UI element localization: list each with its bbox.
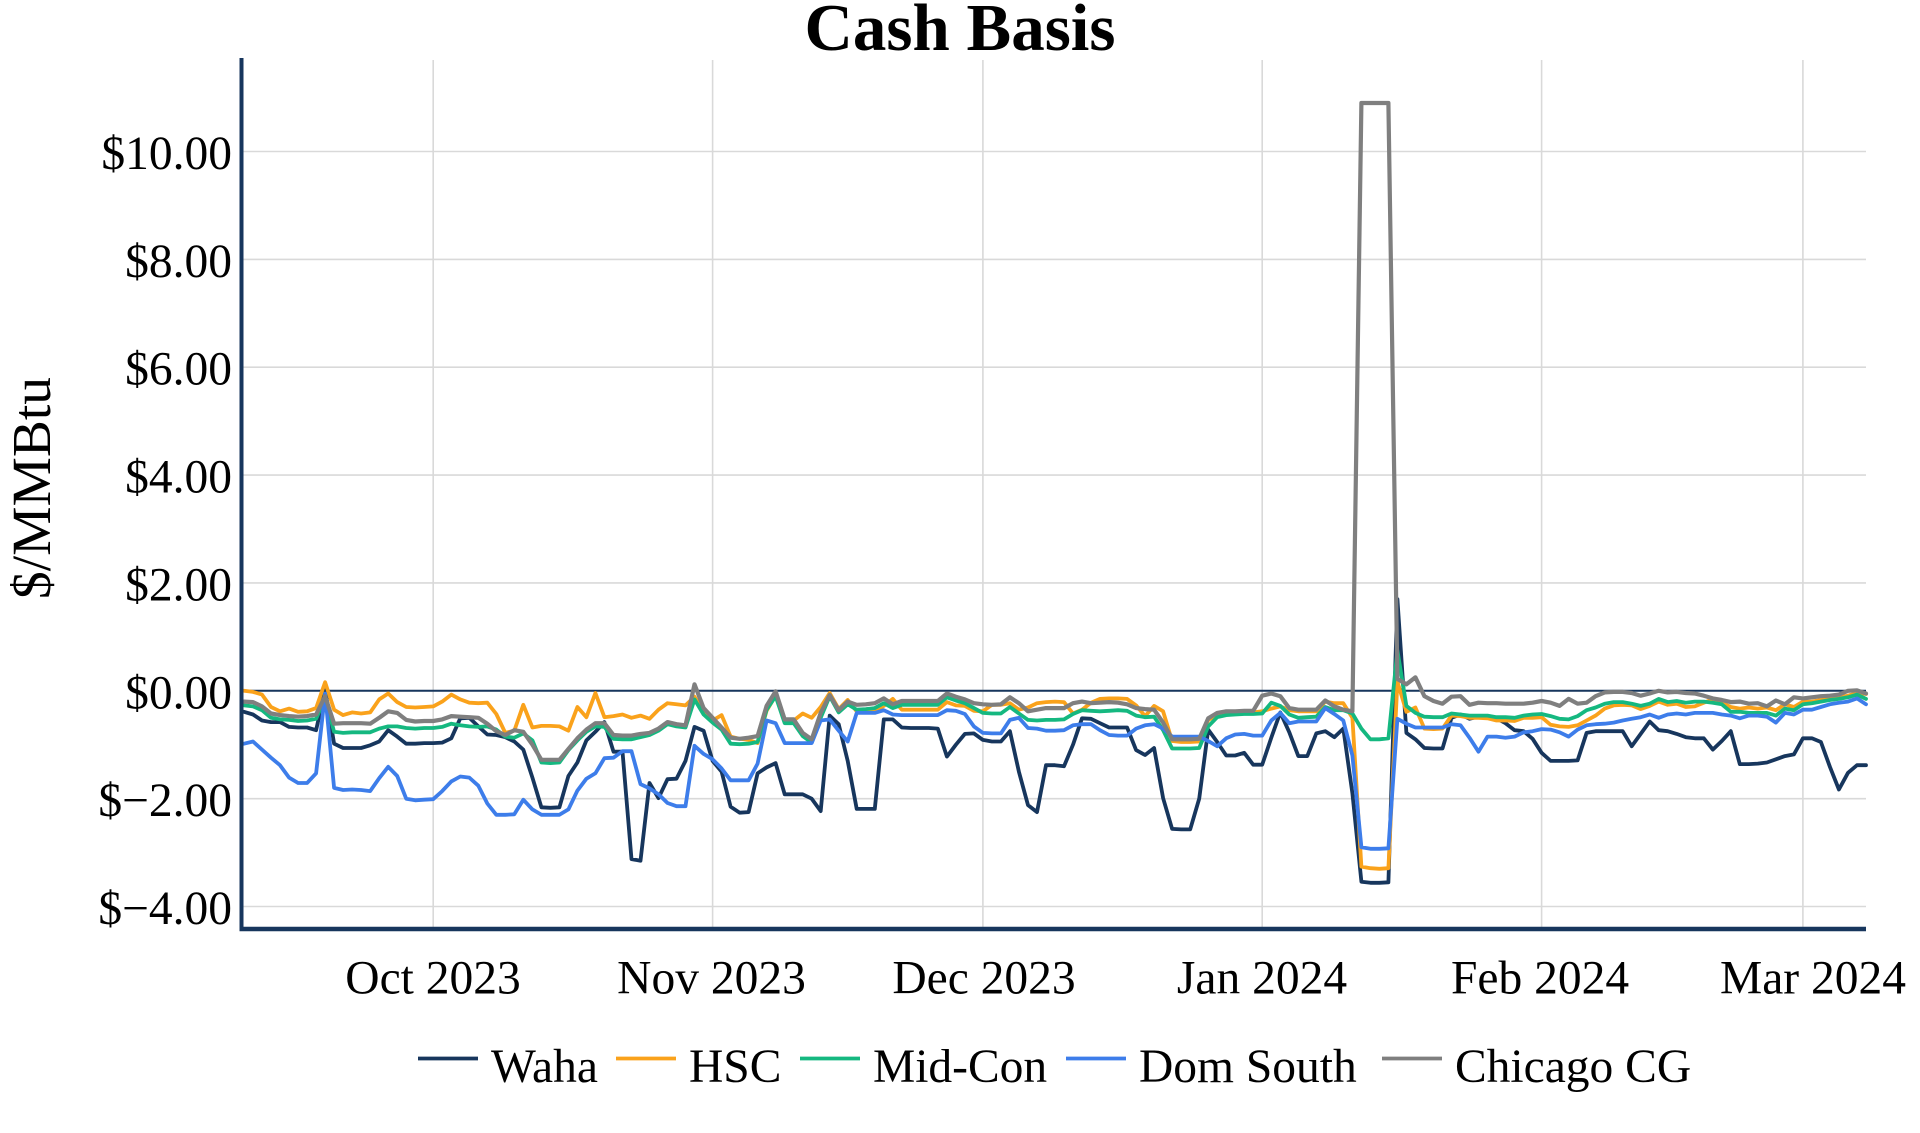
- svg-text:HSC: HSC: [689, 1041, 781, 1093]
- svg-text:Nov 2023: Nov 2023: [617, 953, 806, 1005]
- svg-text:Jan 2024: Jan 2024: [1177, 953, 1347, 1005]
- svg-text:Cash Basis: Cash Basis: [805, 0, 1116, 65]
- svg-text:$−2.00: $−2.00: [98, 775, 232, 827]
- svg-text:$/MMBtu: $/MMBtu: [2, 377, 63, 599]
- svg-text:Mid-Con: Mid-Con: [873, 1041, 1047, 1093]
- svg-text:Chicago CG: Chicago CG: [1455, 1041, 1691, 1093]
- svg-text:$4.00: $4.00: [125, 452, 232, 504]
- svg-text:Feb 2024: Feb 2024: [1451, 953, 1629, 1005]
- svg-text:Oct 2023: Oct 2023: [345, 953, 520, 1005]
- svg-text:$6.00: $6.00: [125, 344, 232, 396]
- svg-text:Mar 2024: Mar 2024: [1720, 953, 1906, 1005]
- svg-text:Dom South: Dom South: [1139, 1041, 1357, 1093]
- svg-text:Waha: Waha: [491, 1041, 598, 1093]
- svg-text:$8.00: $8.00: [125, 236, 232, 288]
- svg-text:Dec 2023: Dec 2023: [892, 953, 1075, 1005]
- svg-text:$−4.00: $−4.00: [98, 883, 232, 935]
- svg-text:$2.00: $2.00: [125, 559, 232, 611]
- svg-text:$0.00: $0.00: [125, 667, 232, 719]
- svg-text:$10.00: $10.00: [101, 128, 232, 180]
